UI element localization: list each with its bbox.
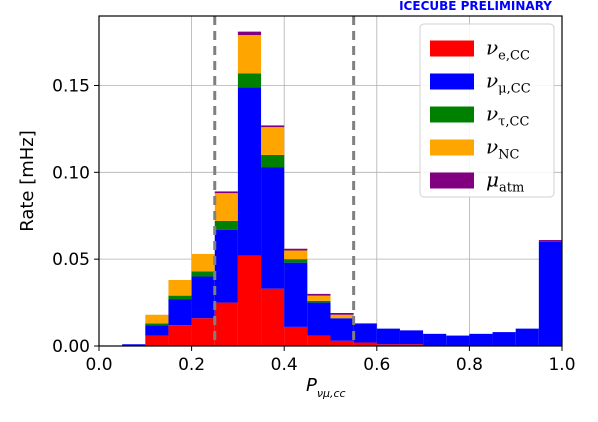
bar-segment-cc [122, 344, 146, 346]
bar-segment-cc [191, 276, 215, 319]
bar-segment-ecc [353, 342, 377, 346]
bar-segment-cc [307, 300, 331, 303]
bar-segment-ecc [376, 344, 400, 346]
legend-swatch [430, 172, 474, 189]
bar-segment-ecc [399, 344, 424, 346]
bar-segment-cc [423, 333, 447, 346]
bar-segment-cc [145, 323, 169, 326]
bar-segment-cc [376, 328, 400, 345]
bar-segment-cc [446, 335, 470, 346]
legend-swatch [430, 40, 474, 57]
x-tick-label: 0.4 [271, 355, 298, 375]
x-axis-label: Pνμ,cc [306, 375, 346, 400]
bar-segment-cc [399, 330, 424, 345]
legend-label: μatm [486, 168, 524, 196]
bar-segment-cc [237, 87, 262, 256]
x-tick-label: 0.6 [363, 355, 390, 375]
x-tick-label: 0.2 [178, 355, 205, 375]
bar-segment-cc [168, 299, 192, 326]
bar-segment-ecc [214, 302, 238, 346]
bar-segment-cc [307, 302, 331, 336]
bar-segment-cc [261, 167, 285, 289]
bar-segment-atm [538, 240, 562, 242]
bar-segment-atm [261, 125, 285, 128]
preliminary-annotation: ICECUBE PRELIMINARY [399, 0, 552, 13]
bar-segment-ecc [261, 288, 285, 346]
y-tick-label: 0.05 [52, 250, 90, 270]
bar-segment-cc [353, 323, 377, 343]
y-tick-label: 0.15 [52, 76, 90, 96]
y-axis-label-group: Rate [mHz] [17, 130, 38, 232]
x-tick-label: 0.8 [456, 355, 483, 375]
bar-segment-ecc [307, 335, 331, 346]
x-axis-label-main: P [306, 375, 317, 396]
bar-segment-atm [307, 293, 331, 296]
plot-frame [98, 15, 563, 347]
bar-segment-atm [237, 31, 262, 36]
bar-segment-ecc [191, 318, 215, 346]
bar-segment-ecc [284, 326, 308, 346]
bar-segment-nc [284, 250, 308, 260]
bar-segment-atm [330, 313, 354, 315]
y-axis-label: Rate [mHz] [17, 130, 38, 232]
legend-swatch [430, 73, 474, 90]
bar-segment-cc [284, 259, 308, 263]
bar-segment-cc [145, 325, 169, 336]
bar-segment-cc [515, 328, 539, 346]
bar-segment-cc [214, 229, 238, 303]
legend-swatch [430, 106, 474, 123]
bar-segment-atm [284, 248, 308, 251]
bar-segment-cc [469, 333, 493, 346]
bar-segment-cc [168, 295, 192, 300]
bar-segment-ecc [330, 340, 354, 346]
bar-segment-cc [191, 271, 215, 277]
bars [122, 31, 562, 346]
bar-segment-cc [492, 332, 516, 346]
y-tick-label: 0.00 [52, 337, 90, 357]
bar-segment-cc [214, 220, 238, 230]
bar-segment-atm [214, 191, 238, 194]
bar-segment-nc [330, 314, 354, 319]
legend-label: νNC [486, 135, 520, 163]
bar-segment-nc [261, 127, 285, 155]
legend-label: νe,CC [486, 36, 530, 64]
x-axis-label-subscript: νμ,cc [317, 387, 346, 400]
bar-segment-ecc [145, 335, 169, 346]
legend-swatch [430, 139, 474, 156]
bar-segment-cc [261, 154, 285, 168]
bar-segment-cc [237, 73, 262, 88]
x-tick-label: 1.0 [548, 355, 575, 375]
bar-segment-nc [145, 314, 169, 324]
bar-segment-cc [330, 318, 354, 341]
bar-segment-cc [538, 241, 562, 346]
ticks: 0.0 0.2 0.4 0.6 0.8 1.0 0.00 0.05 0.10 0.15 [52, 76, 575, 375]
y-tick-label: 0.10 [52, 163, 90, 183]
bar-segment-ecc [168, 325, 192, 346]
bar-segment-nc [191, 253, 215, 272]
bar-segment-cc [284, 262, 308, 327]
bar-segment-ecc [237, 255, 262, 346]
legend: νe,CC νμ,CC ντ,CC νNC μatm [419, 23, 555, 198]
bar-segment-nc [214, 193, 238, 221]
bar-segment-nc [307, 295, 331, 301]
x-tick-label: 0.0 [85, 355, 112, 375]
legend-label: νμ,CC [486, 69, 531, 97]
bar-segment-nc [168, 280, 192, 296]
cut-lines [213, 16, 356, 346]
bar-segment-nc [237, 35, 262, 74]
legend-label: ντ,CC [486, 102, 529, 130]
